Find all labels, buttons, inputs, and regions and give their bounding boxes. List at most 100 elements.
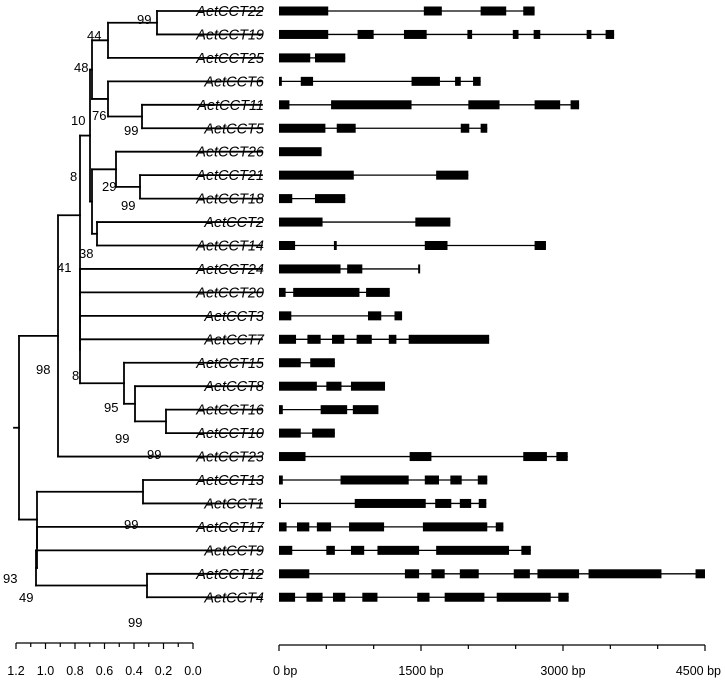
exon-box	[467, 29, 473, 39]
bootstrap-value: 99	[124, 517, 138, 532]
exon-box	[279, 53, 311, 63]
exon-box	[326, 381, 342, 391]
exon-box	[333, 241, 337, 250]
exon-box	[388, 334, 397, 344]
exon-box	[279, 170, 354, 180]
gene-axis-tick-label: 3000 bp	[540, 664, 585, 678]
exon-box	[279, 123, 326, 133]
exon-box	[513, 569, 530, 579]
gene-structure	[279, 147, 322, 157]
bootstrap-value: 44	[87, 28, 101, 43]
gene-structure	[279, 6, 535, 16]
bootstrap-values: 99 44 48 76 10 99 8 29 99 38 41 8 95 99 …	[3, 12, 161, 630]
gene-label: AetCCT19	[195, 27, 264, 43]
tree-axis-tick-label: 0.4	[125, 664, 142, 678]
gene-label: AetCCT23	[195, 450, 264, 466]
exon-box	[332, 592, 346, 602]
gene-label: AetCCT17	[195, 520, 265, 536]
exon-box	[605, 29, 615, 39]
exon-box	[310, 358, 335, 368]
exon-box	[362, 592, 378, 602]
exon-box	[558, 592, 569, 602]
gene-label: AetCCT7	[203, 332, 265, 348]
gene-label: AetCCT4	[203, 590, 264, 606]
bootstrap-value: 99	[121, 198, 135, 213]
gene-structure	[279, 569, 705, 579]
bootstrap-value: 76	[92, 108, 106, 123]
gene-structure	[279, 381, 386, 391]
gene-length-axis: 0 bp 1500 bp 3000 bp 4500 bp	[273, 644, 721, 678]
exon-box	[332, 334, 345, 344]
gene-structure	[279, 29, 615, 39]
gene-structure	[279, 76, 481, 86]
exon-box	[279, 241, 296, 250]
exon-box	[408, 334, 490, 344]
exon-box	[279, 522, 287, 532]
exon-box	[279, 194, 293, 204]
bootstrap-value: 99	[124, 123, 138, 138]
exon-box	[300, 76, 314, 86]
gene-structure	[279, 405, 379, 415]
exon-box	[279, 264, 341, 274]
exon-box	[279, 29, 329, 39]
exon-box	[480, 6, 507, 16]
gene-structure	[279, 592, 569, 602]
exon-box	[306, 592, 323, 602]
gene-structure	[279, 241, 546, 250]
gene-label: AetCCT8	[203, 379, 264, 395]
exon-box	[403, 29, 427, 39]
exon-box	[570, 100, 580, 110]
exon-box	[312, 428, 335, 438]
exon-box	[357, 29, 374, 39]
exon-box	[293, 287, 360, 297]
exon-box	[460, 123, 470, 133]
exon-box	[352, 405, 379, 415]
exon-box	[340, 475, 409, 485]
exon-box	[459, 569, 479, 579]
gene-structure	[279, 522, 504, 532]
tree-axis-tick-label: 1.0	[37, 664, 54, 678]
gene-label: AetCCT3	[203, 309, 264, 325]
bootstrap-value: 99	[147, 447, 161, 462]
bootstrap-value: 8	[70, 169, 77, 184]
exon-box	[279, 76, 282, 86]
exon-box	[307, 334, 321, 344]
exon-box	[480, 123, 488, 133]
gene-label: AetCCT25	[195, 51, 265, 67]
exon-box	[695, 569, 705, 579]
exon-box	[495, 522, 504, 532]
exon-box	[556, 452, 568, 462]
exon-box	[356, 334, 372, 344]
bootstrap-value: 49	[19, 590, 33, 605]
bootstrap-value: 99	[137, 12, 151, 27]
tree-axis-tick-label: 0.2	[155, 664, 172, 678]
gene-label: AetCCT21	[195, 168, 264, 184]
gene-structure	[279, 311, 403, 321]
gene-structure	[279, 100, 580, 110]
gene-structures	[279, 6, 705, 602]
exon-box	[279, 545, 293, 555]
exon-box	[326, 545, 335, 555]
tree-axis-tick-label: 0.0	[184, 664, 201, 678]
exon-box	[279, 592, 296, 602]
exon-box	[450, 475, 462, 485]
exon-box	[468, 100, 500, 110]
bootstrap-value: 48	[74, 60, 88, 75]
exon-box	[279, 334, 297, 344]
exon-box	[424, 475, 439, 485]
gene-label: AetCCT5	[203, 121, 265, 137]
gene-structure	[279, 170, 469, 180]
exon-box	[455, 76, 461, 86]
exon-box	[588, 569, 662, 579]
exon-box	[367, 311, 382, 321]
exon-box	[279, 569, 310, 579]
exon-box	[422, 522, 488, 532]
exon-box	[366, 287, 390, 297]
gene-label: AetCCT12	[195, 567, 264, 583]
bootstrap-value: 41	[57, 260, 71, 275]
bootstrap-value: 8	[72, 368, 79, 383]
exon-box	[377, 545, 420, 555]
exon-box	[404, 569, 420, 579]
exon-box	[279, 311, 292, 321]
exon-box	[279, 100, 290, 110]
